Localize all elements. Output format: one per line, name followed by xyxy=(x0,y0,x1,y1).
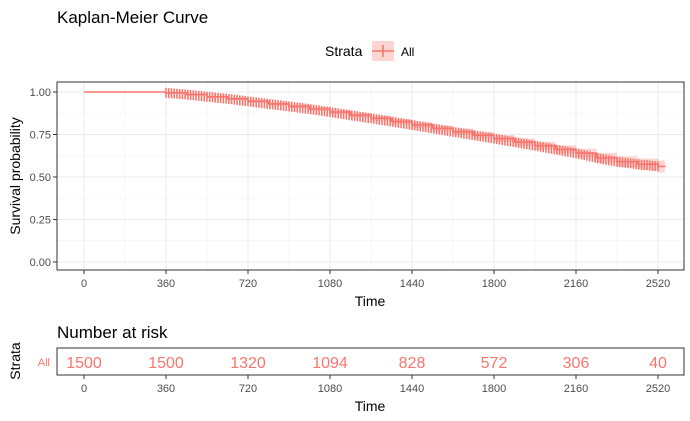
risk-counts: 1500 1500 1320 1094 828 572 306 40 xyxy=(66,355,667,372)
x-tick-label: 0 xyxy=(81,278,87,290)
risk-x-axis-ticks: 0 360 720 1080 1440 1800 2160 2520 xyxy=(81,375,670,395)
x-tick-label: 1800 xyxy=(482,278,506,290)
risk-count: 1320 xyxy=(230,355,266,372)
censor-marks xyxy=(165,87,659,172)
chart-title: Kaplan-Meier Curve xyxy=(57,8,208,27)
y-tick-label: 1.00 xyxy=(30,87,51,99)
y-tick-label: 0.50 xyxy=(30,172,51,184)
plot-border xyxy=(56,81,685,271)
risk-count: 572 xyxy=(481,355,508,372)
risk-table-panel xyxy=(56,347,685,376)
x-tick-label: 2520 xyxy=(646,278,670,290)
legend: Strata All xyxy=(325,41,414,61)
risk-x-tick-label: 1080 xyxy=(318,383,342,395)
risk-x-tick-label: 360 xyxy=(157,383,175,395)
y-tick-label: 0.25 xyxy=(30,215,51,227)
risk-count: 1094 xyxy=(312,355,348,372)
risk-count: 40 xyxy=(649,355,667,372)
risk-table-title: Number at risk xyxy=(57,323,168,342)
x-tick-label: 1080 xyxy=(318,278,342,290)
x-tick-label: 1440 xyxy=(400,278,424,290)
risk-x-tick-label: 2520 xyxy=(646,383,670,395)
risk-x-tick-label: 2160 xyxy=(564,383,588,395)
risk-x-tick-label: 1800 xyxy=(482,383,506,395)
y-axis-title: Survival probability xyxy=(7,117,23,235)
legend-label-all: All xyxy=(401,45,414,59)
x-axis-ticks: 0 360 720 1080 1440 1800 2160 2520 xyxy=(81,270,670,290)
x-tick-label: 720 xyxy=(239,278,257,290)
legend-title: Strata xyxy=(325,43,363,59)
x-tick-label: 2160 xyxy=(564,278,588,290)
risk-count: 1500 xyxy=(148,355,184,372)
y-axis-ticks: 0.00 0.25 0.50 0.75 1.00 xyxy=(30,87,57,269)
y-tick-label: 0.00 xyxy=(30,257,51,269)
risk-x-tick-label: 1440 xyxy=(400,383,424,395)
risk-count: 306 xyxy=(563,355,590,372)
risk-table: Number at risk All Strata 1500 1500 1320 10… xyxy=(7,323,685,414)
risk-count: 1500 xyxy=(66,355,102,372)
risk-x-tick-label: 0 xyxy=(81,383,87,395)
y-tick-label: 0.75 xyxy=(30,130,51,142)
risk-strata-label-all: All xyxy=(38,357,50,369)
x-axis-title: Time xyxy=(355,293,386,309)
risk-table-y-title: Strata xyxy=(7,342,23,380)
risk-x-tick-label: 720 xyxy=(239,383,257,395)
survival-plot-panel: 0.00 0.25 0.50 0.75 1.00 0 360 720 1080 1440 1800… xyxy=(30,81,685,290)
censor-mark-set xyxy=(165,87,659,172)
risk-x-axis-title: Time xyxy=(355,398,386,414)
risk-count: 828 xyxy=(399,355,426,372)
x-tick-label: 360 xyxy=(157,278,175,290)
plot-background xyxy=(57,82,684,270)
